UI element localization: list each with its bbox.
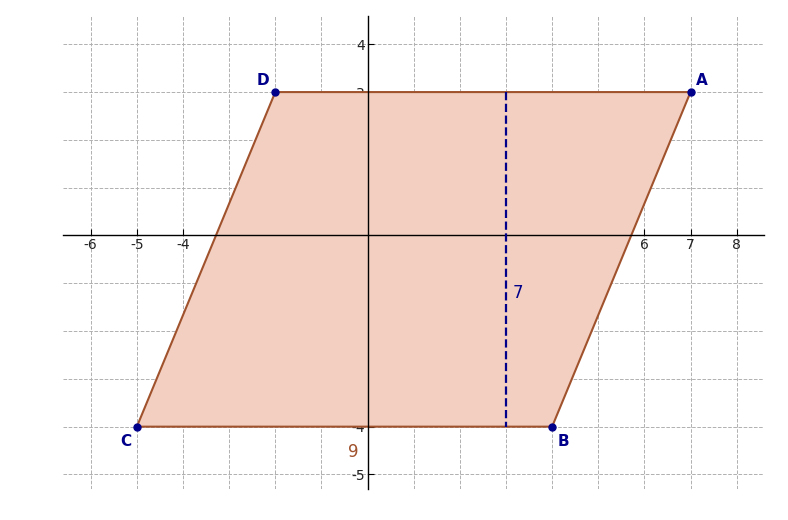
Text: D: D: [257, 73, 269, 88]
Text: 7: 7: [513, 284, 523, 302]
Text: C: C: [121, 434, 132, 449]
Text: A: A: [696, 73, 708, 88]
Text: B: B: [558, 434, 569, 449]
Polygon shape: [137, 92, 690, 427]
Text: 9: 9: [348, 444, 359, 461]
